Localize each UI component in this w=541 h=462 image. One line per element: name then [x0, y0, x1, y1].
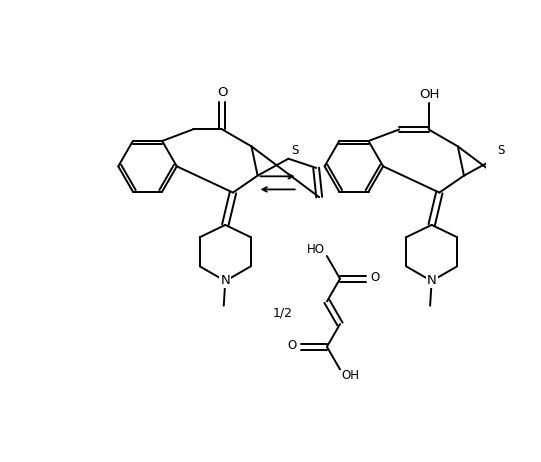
Text: O: O	[287, 340, 296, 353]
Text: N: N	[427, 274, 437, 287]
Text: O: O	[371, 272, 380, 285]
Text: 1/2: 1/2	[273, 306, 293, 319]
Text: S: S	[291, 145, 298, 158]
Text: S: S	[497, 145, 505, 158]
Text: OH: OH	[419, 87, 439, 101]
Text: HO: HO	[307, 243, 325, 256]
Text: OH: OH	[342, 369, 360, 382]
Text: O: O	[217, 86, 228, 99]
Text: N: N	[220, 274, 230, 287]
